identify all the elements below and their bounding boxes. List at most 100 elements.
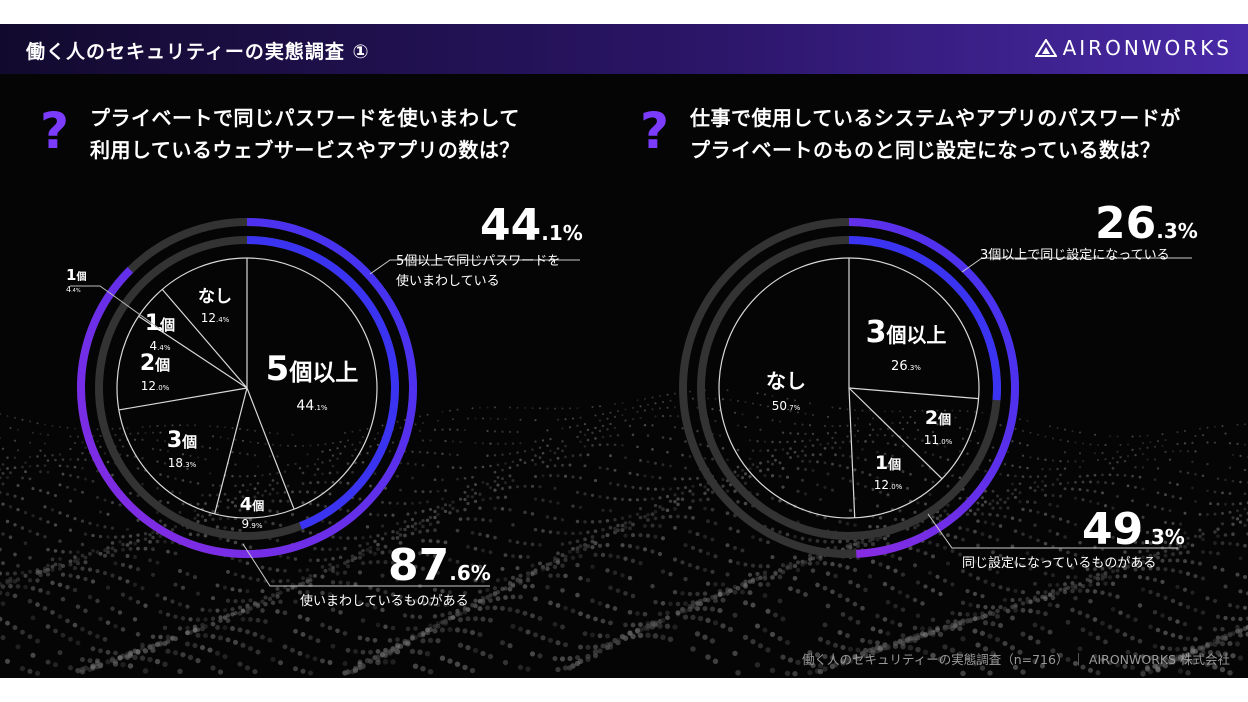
particle-dot	[1044, 458, 1047, 461]
particle-dot	[241, 495, 245, 499]
particle-dot	[474, 417, 477, 420]
particle-dot	[129, 432, 132, 435]
particle-dot	[125, 527, 130, 531]
particle-dot	[879, 462, 882, 466]
particle-dot	[481, 417, 485, 420]
particle-dot	[736, 424, 740, 427]
particle-dot	[684, 466, 687, 470]
particle-dot	[126, 454, 129, 457]
particle-dot	[489, 417, 492, 420]
particle-dot	[201, 493, 204, 497]
particle-dot	[481, 465, 485, 469]
particle-dot	[748, 457, 752, 461]
particle-dot	[991, 489, 995, 493]
particle-dot	[418, 501, 422, 505]
particle-dot	[864, 458, 867, 462]
particle-dot	[238, 490, 242, 494]
particle-dot	[306, 453, 309, 456]
particle-dot	[248, 501, 253, 505]
particle-dot	[13, 456, 17, 459]
particle-dot	[906, 436, 909, 439]
particle-dot	[73, 465, 77, 469]
particle-dot	[80, 519, 85, 523]
particle-dot	[876, 433, 879, 437]
particle-dot	[234, 463, 237, 466]
particle-dot	[440, 506, 445, 511]
particle-dot	[786, 452, 789, 455]
particle-dot	[668, 487, 673, 491]
particle-dot	[1134, 485, 1137, 489]
particle-dot	[306, 465, 309, 468]
particle-dot	[1161, 433, 1164, 436]
particle-dot	[414, 423, 417, 426]
particle-dot	[151, 431, 155, 434]
particle-dot	[826, 432, 830, 435]
particle-dot	[1108, 461, 1112, 465]
particle-dot	[414, 489, 417, 493]
particle-dot	[211, 435, 215, 438]
particle-dot	[496, 475, 500, 479]
particle-dot	[923, 502, 928, 506]
particle-dot	[946, 503, 950, 507]
particle-dot	[586, 438, 590, 442]
particle-dot	[1201, 434, 1205, 437]
particle-dot	[1096, 480, 1100, 484]
particle-dot	[786, 440, 789, 444]
particle-dot	[931, 430, 935, 434]
particle-dot	[1236, 423, 1239, 426]
particle-dot	[613, 468, 617, 472]
particle-dot	[1134, 466, 1137, 469]
particle-dot	[1041, 467, 1044, 471]
particle-dot	[231, 500, 234, 504]
particle-dot	[103, 498, 107, 502]
particle-dot	[1029, 486, 1032, 490]
particle-dot	[508, 452, 512, 456]
particle-dot	[819, 443, 822, 446]
particle-dot	[718, 434, 722, 437]
particle-dot	[414, 463, 417, 466]
particle-dot	[609, 434, 612, 438]
particle-dot	[31, 487, 35, 491]
particle-dot	[96, 469, 99, 473]
particle-dot	[676, 415, 680, 418]
particle-dot	[396, 420, 399, 423]
particle-dot	[61, 458, 65, 461]
particle-dot	[66, 426, 69, 429]
particle-dot	[1146, 434, 1149, 437]
particle-dot	[351, 454, 354, 457]
particle-dot	[508, 466, 512, 470]
particle-dot	[429, 490, 432, 494]
particle-dot	[609, 411, 612, 414]
particle-dot	[861, 470, 864, 474]
particle-dot	[1123, 460, 1127, 463]
particle-dot	[479, 406, 481, 409]
particle-dot	[96, 440, 99, 443]
particle-dot	[1101, 473, 1104, 477]
particle-dot	[1103, 504, 1108, 508]
particle-dot	[651, 424, 654, 427]
particle-dot	[1078, 475, 1082, 478]
particle-dot	[676, 486, 680, 490]
particle-dot	[1236, 442, 1239, 446]
particle-dot	[111, 473, 114, 477]
particle-dot	[313, 473, 317, 477]
particle-dot	[1, 471, 5, 475]
callout-value-int: 44	[480, 200, 542, 251]
particle-dot	[1194, 450, 1197, 453]
particle-dot	[193, 516, 197, 520]
particle-dot	[1161, 444, 1164, 447]
particle-dot	[1, 463, 5, 466]
particle-dot	[376, 432, 380, 435]
particle-dot	[659, 395, 661, 398]
particle-dot	[793, 440, 797, 443]
particle-dot	[781, 431, 785, 434]
particle-dot	[831, 446, 834, 450]
particle-dot	[1063, 467, 1067, 470]
particle-dot	[36, 455, 39, 458]
particle-dot	[556, 418, 560, 421]
particle-dot	[411, 476, 414, 480]
particle-dot	[624, 408, 627, 411]
callout-value-dec: .3%	[1156, 219, 1198, 243]
particle-dot	[166, 450, 170, 453]
particle-dot	[110, 526, 115, 530]
